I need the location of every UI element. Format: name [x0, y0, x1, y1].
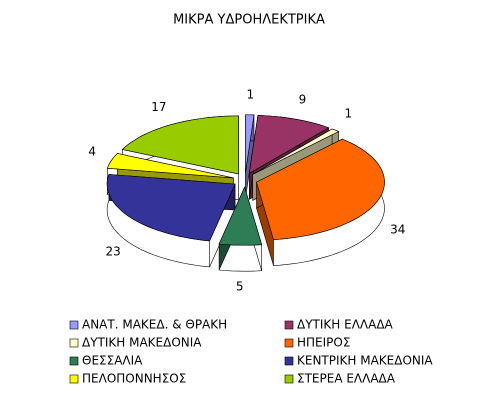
legend-label: ΔΥΤΙΚΗ ΕΛΛΑΔΑ — [297, 318, 394, 332]
legend-label: ΗΠΕΙΡΟΣ — [297, 336, 350, 350]
data-label: 23 — [105, 244, 120, 258]
legend-swatch — [69, 356, 79, 366]
legend-label: ΣΤΕΡΕΑ ΕΛΛΑΔΑ — [297, 372, 396, 386]
slice — [106, 174, 236, 242]
pie: 1 9 1 34 5 23 4 17 — [88, 87, 405, 293]
slice — [245, 114, 255, 173]
slice — [256, 138, 385, 240]
legend-swatch — [284, 374, 294, 384]
legend-swatch — [284, 356, 294, 366]
legend-label: ΘΕΣΣΑΛΙΑ — [82, 354, 143, 368]
data-label: 1 — [247, 87, 255, 101]
legend-swatch — [69, 320, 79, 330]
legend-label: ΚΕΝΤΡΙΚΗ ΜΑΚΕΔΟΝΙΑ — [297, 354, 433, 368]
legend-label: ΑΝΑΤ. ΜΑΚΕΔ. & ΘΡΑΚΗ — [82, 318, 227, 332]
legend: ΑΝΑΤ. ΜΑΚΕΔ. & ΘΡΑΚΗ ΔΥΤΙΚΗ ΕΛΛΑΔΑ ΔΥΤΙΚΗ … — [69, 318, 433, 386]
slice — [121, 115, 239, 175]
data-label: 34 — [390, 223, 405, 237]
data-label: 1 — [344, 106, 352, 120]
legend-swatch — [69, 374, 79, 384]
data-label: 17 — [151, 100, 166, 114]
chart-title: ΜΙΚΡΑ ΥΔΡΟΗΛΕΚΤΡΙΚΑ — [173, 13, 325, 28]
legend-swatch — [284, 320, 294, 330]
slice — [106, 153, 234, 179]
slice — [218, 186, 263, 246]
data-label: 4 — [88, 144, 96, 158]
legend-label: ΠΕΛΟΠΟΝΝΗΣΟΣ — [82, 372, 186, 386]
legend-label: ΔΥΤΙΚΗ ΜΑΚΕΔΟΝΙΑ — [82, 336, 202, 350]
data-label: 5 — [236, 280, 244, 294]
slice — [252, 128, 340, 175]
data-label: 9 — [299, 93, 307, 107]
legend-swatch — [284, 338, 294, 348]
legend-swatch — [69, 338, 79, 348]
slice — [248, 115, 330, 174]
